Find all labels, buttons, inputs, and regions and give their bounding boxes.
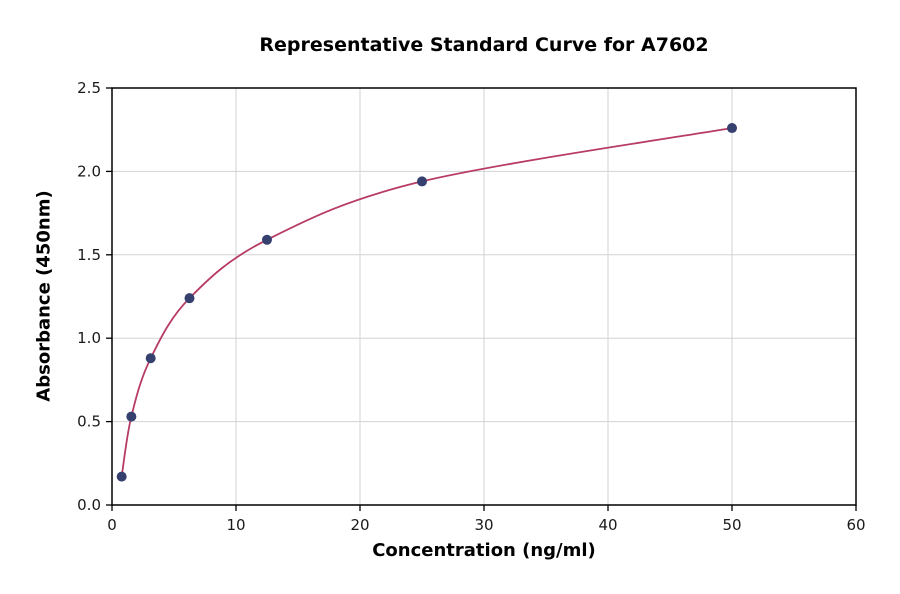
data-point-marker: [145, 353, 156, 364]
data-point-marker: [184, 293, 195, 304]
gridlines: [111, 87, 857, 506]
data-points: [116, 123, 737, 482]
data-point-marker: [417, 176, 427, 187]
x-axis-label: Concentration (ng/ml): [372, 540, 596, 561]
y-axis-label: Absorbance (450nm): [33, 190, 54, 402]
y-tick-label: 0.5: [77, 413, 101, 431]
x-tick-label: 10: [226, 516, 245, 534]
x-tick-label: 0: [107, 516, 117, 534]
y-tick-label: 2.5: [77, 79, 101, 97]
chart-title: Representative Standard Curve for A7602: [259, 34, 709, 56]
y-tick-label: 0.0: [77, 496, 101, 514]
data-point-marker: [727, 123, 737, 134]
y-tick-label: 1.0: [77, 329, 101, 347]
data-point-marker: [126, 411, 137, 422]
y-tick-label: 1.5: [77, 246, 101, 264]
tick-labels: 0 10 20 30 40 50 60 0.0 0.5 1.0 1.5 2.0 2.5: [77, 79, 865, 534]
data-point-marker: [262, 234, 272, 245]
x-tick-label: 20: [350, 516, 369, 534]
plot-frame: [111, 87, 857, 506]
x-tick-label: 30: [474, 516, 493, 534]
data-point-marker: [116, 471, 127, 482]
curve-line: [120, 127, 733, 477]
y-tick-label: 2.0: [77, 162, 101, 180]
x-tick-label: 50: [722, 516, 741, 534]
x-tick-label: 60: [846, 516, 865, 534]
x-tick-label: 40: [598, 516, 617, 534]
tick-marks: [106, 87, 857, 511]
